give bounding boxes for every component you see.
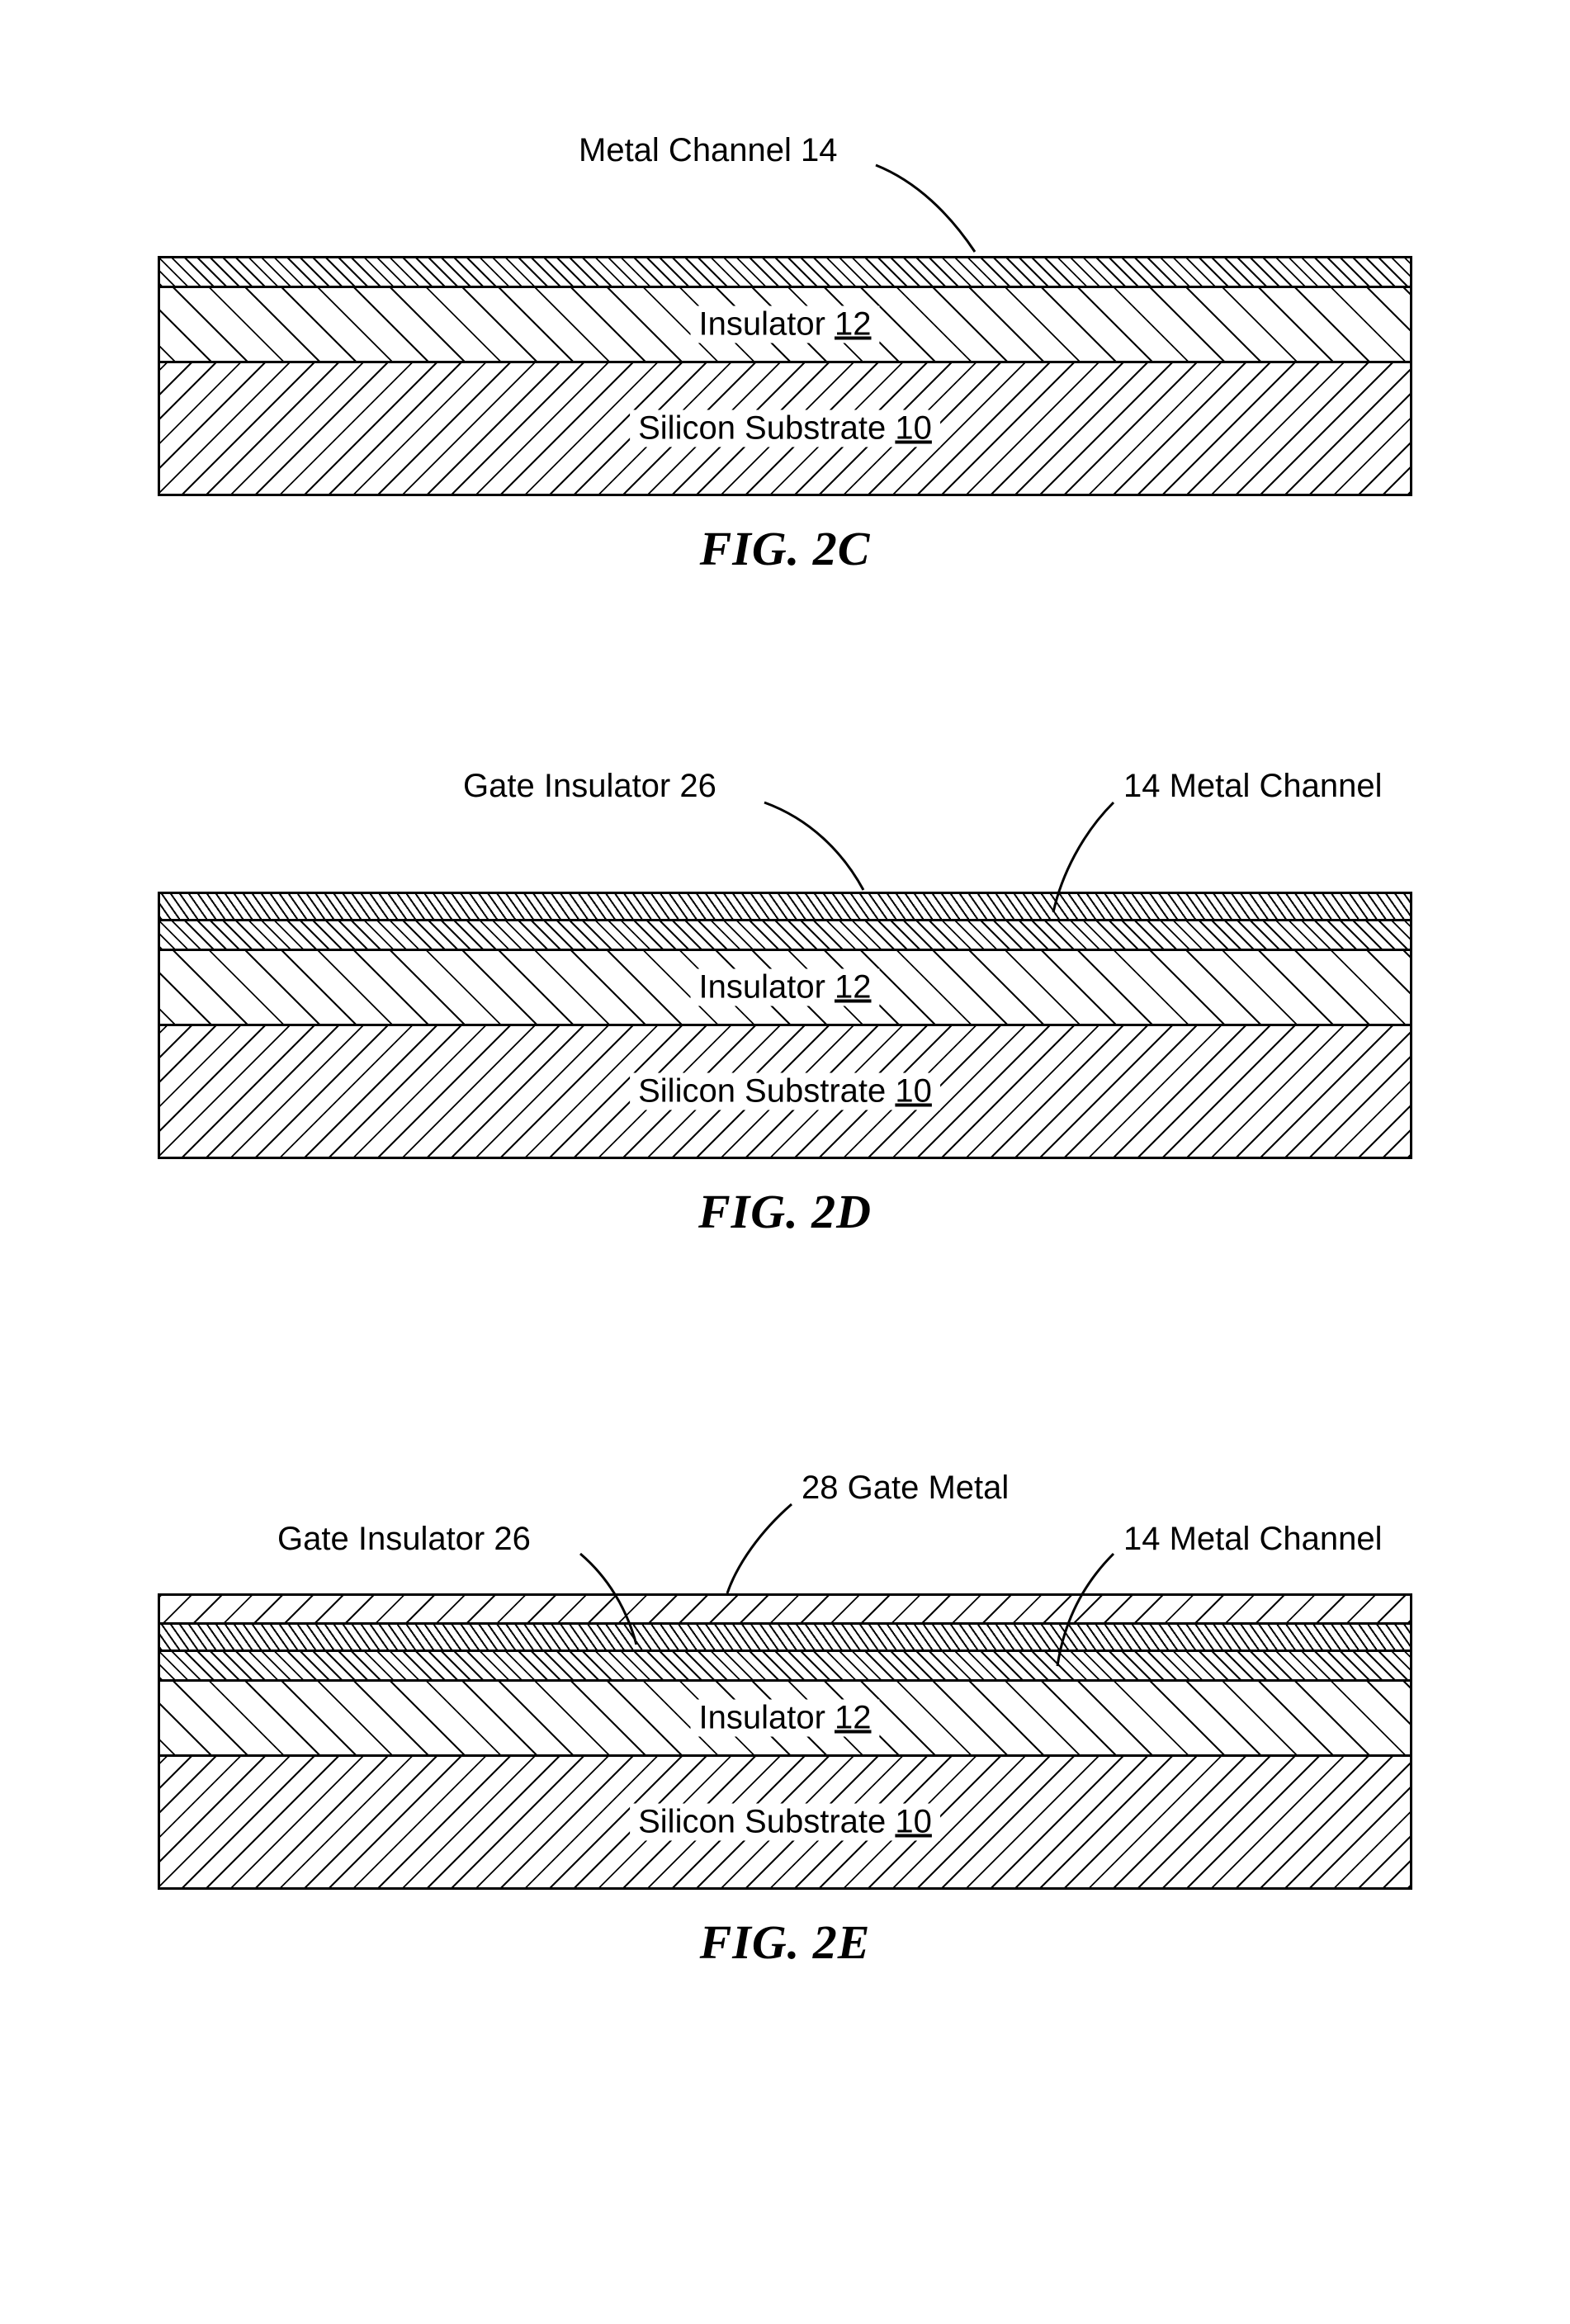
layer-silicon-substrate-10: Silicon Substrate 10 [160,363,1410,494]
figure-2c-caption: FIG. 2C [158,521,1412,576]
hatch-metal-channel [160,921,1410,949]
layer-insulator-12-label: Insulator 12 [690,1700,879,1737]
figure-2e-labels: 28 Gate Metal Gate Insulator 26 14 Metal… [158,1470,1412,1643]
leader-metal-channel-14 [158,132,1412,264]
figure-2d-labels: Gate Insulator 26 14 Metal Channel [158,768,1412,892]
layer-label-num: 10 [895,410,932,447]
layer-insulator-12: Insulator 12 [160,951,1410,1026]
layer-label-text: Insulator [698,969,835,1006]
layer-insulator-12-label: Insulator 12 [690,969,879,1006]
figure-2c: Metal Channel 14 Insulator 12 Silicon Su… [158,132,1412,576]
layer-label-num: 12 [835,306,872,343]
layer-substrate-10-label: Silicon Substrate 10 [630,1804,940,1841]
layer-insulator-12: Insulator 12 [160,1682,1410,1757]
layer-substrate-10-label: Silicon Substrate 10 [630,1073,940,1110]
layer-insulator-12: Insulator 12 [160,288,1410,363]
figure-2e: 28 Gate Metal Gate Insulator 26 14 Metal… [158,1470,1412,1970]
layer-label-num: 10 [895,1804,932,1840]
figure-2c-labels: Metal Channel 14 [158,132,1412,256]
layer-silicon-substrate-10: Silicon Substrate 10 [160,1757,1410,1887]
layer-label-num: 12 [835,1700,872,1736]
layer-metal-channel-14 [160,921,1410,951]
figure-2e-caption: FIG. 2E [158,1915,1412,1970]
layer-label-text: Silicon Substrate [638,1073,895,1110]
layer-label-text: Silicon Substrate [638,410,895,447]
layer-label-num: 10 [895,1073,932,1110]
layer-label-num: 12 [835,969,872,1006]
layer-label-text: Insulator [698,1700,835,1736]
figure-2d-caption: FIG. 2D [158,1184,1412,1239]
layer-label-text: Insulator [698,306,835,343]
layer-label-text: Silicon Substrate [638,1804,895,1840]
layer-substrate-10-label: Silicon Substrate 10 [630,410,940,447]
figure-2c-stack: Insulator 12 Silicon Substrate 10 [158,256,1412,496]
page: Metal Channel 14 Insulator 12 Silicon Su… [0,0,1570,2324]
figure-2d: Gate Insulator 26 14 Metal Channel Insul… [158,768,1412,1239]
leader-gate-insulator-26 [158,768,1412,925]
leaders-fig-2e [158,1470,1412,1684]
figure-2d-stack: Insulator 12 Silicon Substrate 10 [158,892,1412,1159]
layer-insulator-12-label: Insulator 12 [690,306,879,343]
layer-silicon-substrate-10: Silicon Substrate 10 [160,1026,1410,1157]
